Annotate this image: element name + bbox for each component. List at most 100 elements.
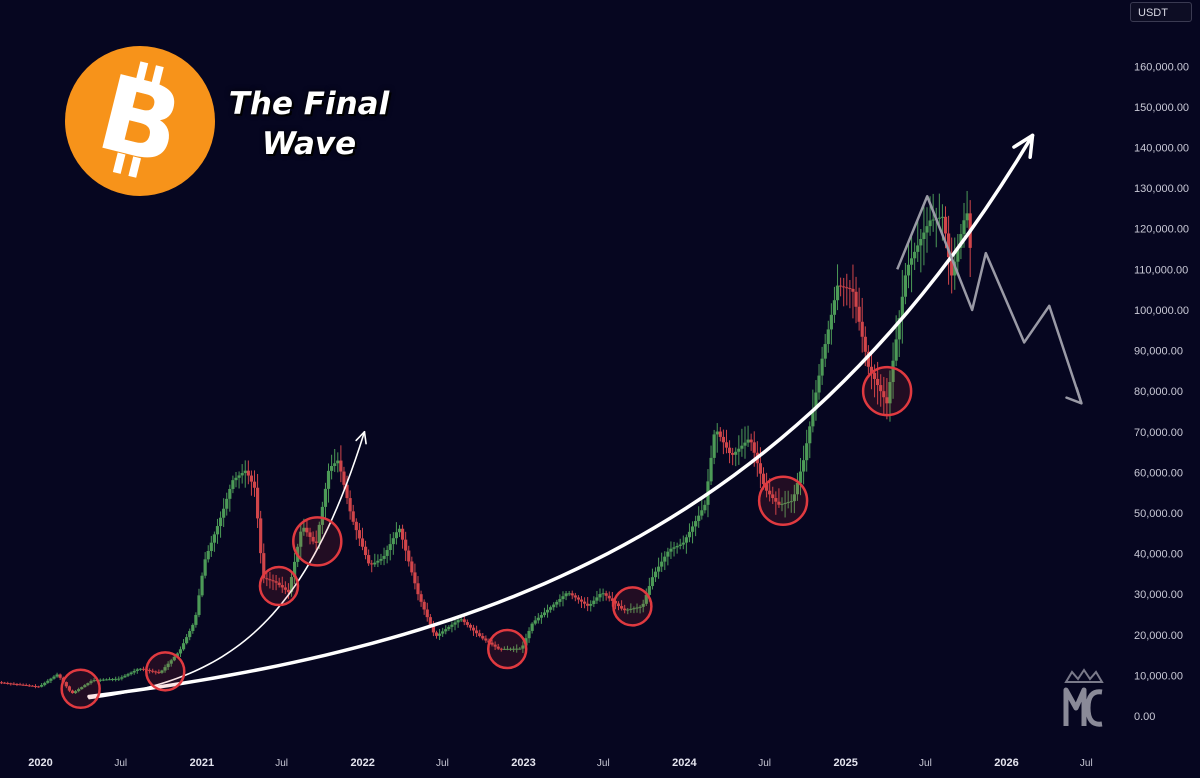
candle-down (265, 578, 269, 580)
candle-up (552, 604, 556, 608)
candle-up (391, 538, 395, 545)
candle-down (33, 686, 38, 688)
candle-up (49, 678, 53, 681)
candle-up (700, 510, 704, 516)
candle-down (879, 385, 883, 392)
y-tick-label: 40,000.00 (1134, 549, 1183, 561)
candle-down (499, 648, 503, 650)
candle-down (6, 682, 10, 684)
candle-up (117, 678, 121, 680)
candle-up (86, 683, 90, 686)
candle-down (9, 683, 13, 685)
candle-up (178, 649, 183, 654)
candle-up (737, 448, 741, 452)
candle-up (181, 643, 186, 650)
candle-up (678, 544, 682, 546)
y-tick-label: 110,000.00 (1134, 264, 1188, 276)
candle-up (601, 593, 605, 595)
candle-up (512, 648, 516, 650)
cycle-curve (88, 430, 366, 700)
candle-up (502, 648, 506, 650)
candle-up (289, 577, 294, 593)
candle-down (252, 481, 257, 488)
candle-down (425, 609, 429, 618)
candle-down (613, 600, 618, 604)
candle-down (576, 597, 581, 600)
candle-up (823, 344, 827, 359)
candle-down (268, 579, 272, 581)
y-tick-label: 80,000.00 (1134, 386, 1183, 398)
candle-down (465, 622, 469, 625)
x-tick-label: 2024 (672, 757, 697, 769)
candle-up (592, 600, 596, 604)
x-tick-label: Jul (436, 758, 449, 769)
candle-down (727, 447, 732, 454)
candle-down (30, 685, 34, 687)
candle-up (191, 624, 195, 632)
candle-up (802, 460, 806, 472)
candle-up (743, 442, 747, 446)
candle-down (724, 442, 729, 448)
currency-badge[interactable]: USDT (1130, 2, 1192, 22)
x-tick-label: 2020 (28, 757, 52, 769)
candle-up (900, 296, 904, 319)
candle-down (345, 484, 349, 499)
candle-down (761, 473, 766, 485)
candle-up (302, 527, 306, 532)
candle-up (913, 251, 917, 259)
candle-down (342, 471, 346, 485)
candle-down (400, 528, 405, 540)
candle-up (129, 672, 133, 675)
y-tick-label: 120,000.00 (1134, 224, 1189, 236)
candle-down (771, 494, 775, 499)
candle-up (795, 482, 800, 495)
candle-up (832, 300, 837, 315)
chart-title: The Final Wave (228, 84, 390, 164)
candle-up (453, 622, 457, 625)
candle-up (166, 663, 170, 668)
candle-down (70, 690, 75, 694)
candle-up (919, 238, 923, 246)
mc-crown-logo-icon (1063, 668, 1104, 727)
candle-down (943, 216, 948, 234)
candle-up (194, 614, 198, 625)
candle-down (151, 670, 155, 672)
candle-up (595, 597, 599, 601)
candle-down (851, 288, 855, 292)
candle-down (311, 536, 315, 542)
candle-down (857, 306, 861, 322)
candle-up (937, 217, 941, 219)
candle-up (160, 670, 164, 673)
x-tick-label: Jul (758, 758, 771, 769)
candle-down (946, 233, 951, 258)
candle-up (505, 648, 510, 650)
candle-down (21, 684, 25, 686)
y-tick-label: 50,000.00 (1134, 508, 1183, 520)
candle-down (286, 589, 291, 593)
candle-down (604, 593, 608, 596)
candle-up (564, 593, 568, 597)
candle-up (55, 674, 59, 677)
candle-up (786, 502, 790, 504)
candle-down (370, 563, 374, 565)
support-touch-circle (292, 516, 343, 567)
candle-down (471, 627, 476, 631)
candle-down (484, 638, 488, 641)
candle-up (218, 517, 223, 527)
bitcoin-logo-icon: B (65, 46, 215, 196)
candle-down (885, 397, 889, 404)
candle-up (336, 460, 340, 464)
candle-up (114, 678, 118, 680)
candle-up (104, 679, 109, 681)
candle-up (684, 537, 688, 543)
candle-down (360, 538, 365, 547)
candle-up (243, 470, 247, 474)
candle-down (607, 595, 611, 599)
y-tick-label: 130,000.00 (1134, 183, 1189, 195)
y-tick-label: 160,000.00 (1134, 61, 1189, 73)
candle-up (521, 645, 525, 649)
candle-down (752, 442, 756, 453)
candle-up (835, 285, 840, 301)
